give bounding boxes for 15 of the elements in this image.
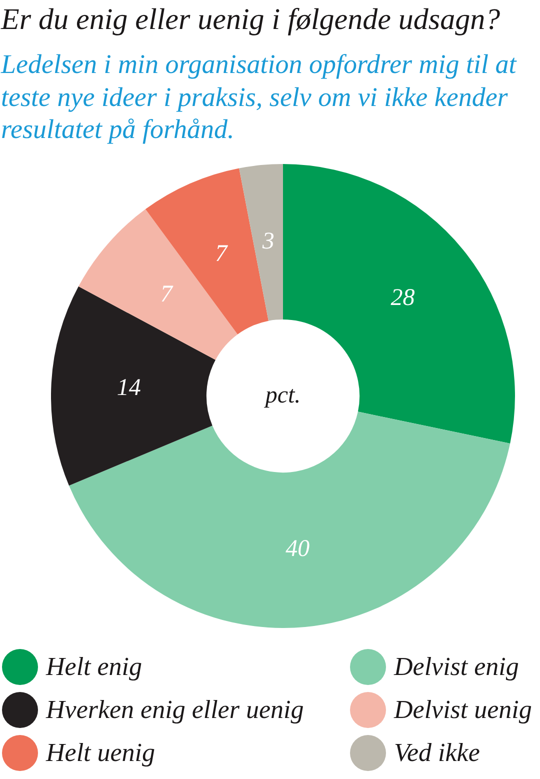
legend-label: Delvist uenig	[394, 694, 532, 724]
chart-title: Er du enig eller uenig i følgende udsagn?	[1, 2, 502, 38]
data-label: 28	[390, 284, 415, 311]
data-label: 7	[215, 240, 228, 266]
data-label: 40	[286, 535, 310, 562]
legend-label: Hverken enig eller uenig	[46, 694, 304, 724]
legend-label: Helt enig	[46, 652, 142, 682]
data-label: 7	[160, 280, 174, 307]
legend-label: Delvist enig	[394, 652, 519, 682]
data-label: 3	[261, 228, 274, 254]
text: pct.	[263, 382, 301, 408]
legend-label: Ved ikke	[394, 738, 480, 768]
legend-label: Helt uenig	[46, 738, 156, 768]
chart-subtitle: Ledelsen i min organisation opfordrer mig til at teste nye ideer i praksis, selv om vi ikke kender resultatet på forhånd.	[1, 48, 518, 146]
data-label: 14	[116, 374, 141, 400]
